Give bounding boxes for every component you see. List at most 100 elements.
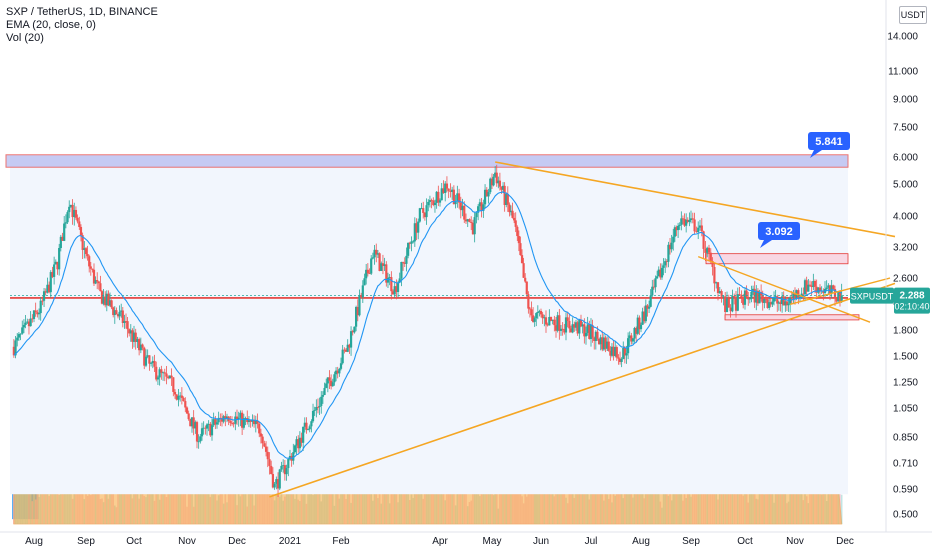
candle-body — [318, 405, 321, 408]
candle-body — [144, 356, 148, 366]
candle-body — [482, 204, 485, 211]
candle-body — [330, 380, 333, 387]
candle-body — [363, 278, 366, 286]
candle-body — [336, 370, 339, 374]
candle-body — [548, 316, 551, 326]
candle-body — [630, 335, 633, 342]
candle-body — [456, 193, 459, 201]
y-tick-label: 6.000 — [893, 153, 918, 164]
candle-body — [485, 189, 488, 197]
candle-body — [341, 349, 344, 364]
candle-body — [709, 252, 712, 262]
candle-body — [428, 200, 432, 202]
candle-body — [41, 300, 44, 302]
candle-body — [292, 452, 295, 461]
candle-body — [583, 324, 586, 337]
candle-body — [525, 281, 528, 295]
candle-body — [155, 366, 158, 380]
candle-body — [489, 178, 492, 193]
candle-body — [34, 310, 37, 313]
candle-body — [522, 263, 525, 278]
candle-body — [594, 331, 597, 341]
candle-body — [685, 219, 688, 226]
candle-body — [116, 314, 120, 317]
candle-body — [772, 297, 776, 302]
candle-body — [413, 223, 416, 242]
currency-button[interactable]: USDT — [899, 6, 927, 24]
candle-body — [97, 281, 100, 284]
candle-body — [346, 344, 349, 352]
candle-body — [237, 417, 240, 420]
candle-body — [225, 416, 229, 419]
candle-body — [461, 205, 464, 211]
x-tick-label: Jun — [533, 536, 549, 547]
candle-body — [31, 318, 34, 320]
candle-body — [371, 257, 374, 259]
candle-body — [763, 298, 766, 303]
candle-body — [440, 188, 443, 201]
candle-body — [407, 242, 410, 256]
candle-body — [498, 180, 502, 187]
candle-body — [131, 330, 134, 342]
candle-body — [680, 218, 683, 225]
candle-body — [91, 268, 94, 270]
candle-body — [517, 236, 520, 244]
candle-body — [360, 295, 363, 298]
x-tick-label: Apr — [432, 536, 448, 547]
candle-body — [410, 241, 413, 244]
candle-body — [249, 420, 252, 422]
candle-body — [506, 194, 509, 205]
candle-body — [258, 423, 261, 434]
candle-body — [716, 282, 720, 294]
last-price-text: 2.288 — [899, 291, 924, 302]
candle-body — [56, 261, 59, 270]
candle-body — [118, 311, 121, 317]
candle-body — [715, 282, 718, 284]
candle-body — [308, 426, 311, 430]
candle-body — [524, 277, 527, 282]
candle-body — [403, 262, 406, 264]
candle-body — [192, 417, 195, 429]
candle-body — [833, 289, 837, 299]
candle-body — [26, 321, 29, 323]
price-label-text: 5.841 — [815, 136, 843, 148]
candle-body — [388, 277, 391, 278]
candle-body — [688, 220, 691, 222]
candle-body — [505, 194, 508, 205]
candle-body — [173, 391, 177, 395]
candle-body — [19, 333, 22, 335]
candle-body — [535, 313, 538, 319]
candle-body — [707, 247, 711, 253]
candle-body — [729, 307, 732, 312]
x-tick-label: Jul — [585, 536, 598, 547]
candle-body — [573, 324, 576, 328]
candle-body — [22, 324, 26, 328]
candle-body — [475, 212, 478, 218]
candle-body — [71, 204, 74, 218]
candle-body — [693, 219, 696, 232]
candle-body — [527, 294, 530, 309]
candle-body — [99, 283, 102, 292]
candle-body — [805, 280, 808, 292]
candle-body — [755, 290, 758, 303]
candle-body — [338, 368, 341, 374]
candle-body — [266, 451, 269, 460]
candle-body — [61, 236, 64, 241]
candle-body — [276, 479, 280, 489]
candle-body — [599, 337, 602, 345]
candle-body — [134, 332, 137, 342]
candle-body — [254, 421, 257, 425]
last-price-badge — [894, 287, 930, 314]
candle-body — [430, 200, 433, 201]
candle-body — [66, 212, 69, 223]
candle-body — [790, 297, 793, 299]
candle-body — [438, 200, 442, 203]
candle-body — [576, 322, 579, 334]
candle-body — [365, 269, 368, 279]
candle-body — [252, 419, 256, 425]
candle-body — [676, 225, 680, 231]
candle-body — [234, 416, 237, 424]
candle-body — [425, 205, 428, 218]
